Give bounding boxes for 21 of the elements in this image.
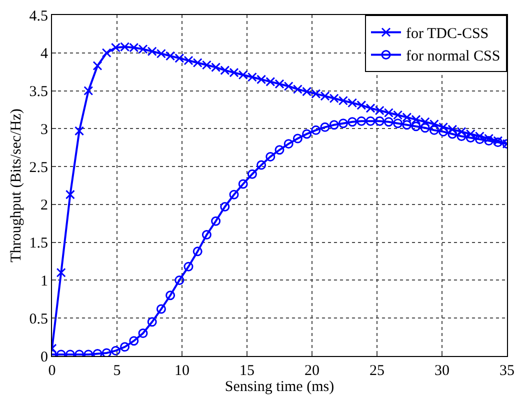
y-tick-label: 2 <box>40 198 48 214</box>
x-tick-label: 30 <box>434 363 450 379</box>
y-tick-label: 3.5 <box>29 84 48 100</box>
x-tick-label: 35 <box>500 363 514 379</box>
y-tick-label: 1.5 <box>29 236 48 252</box>
y-tick-label: 2.5 <box>29 160 48 176</box>
y-tick-label: 0 <box>40 349 48 366</box>
x-tick-label: 10 <box>174 363 190 379</box>
x-tick-label: 25 <box>370 363 384 379</box>
x-tick-label: 15 <box>240 363 254 379</box>
x-tick-label: 20 <box>304 363 320 379</box>
y-tick-label: 4.5 <box>29 8 48 24</box>
legend-label: for TDC-CSS <box>406 26 489 42</box>
y-tick-label: 1 <box>40 273 48 290</box>
x-tick-label: 5 <box>113 363 121 379</box>
y-tick-label: 3 <box>40 122 48 138</box>
x-axis-title: Sensing time (ms) <box>224 379 334 395</box>
y-tick-label: 4 <box>40 46 48 62</box>
y-axis-title: Throughput (Bits/sec/Hz) <box>8 108 24 262</box>
y-tick-label: 0.5 <box>29 311 48 328</box>
legend-label: for normal CSS <box>406 48 500 65</box>
